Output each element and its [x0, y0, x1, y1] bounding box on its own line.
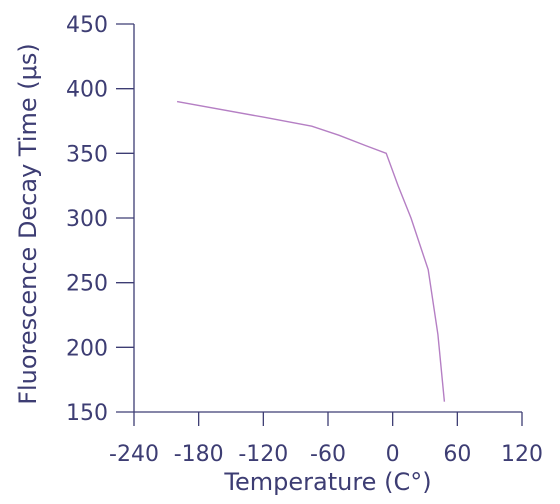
x-tick-label: -180 [174, 442, 224, 467]
x-tick-label: -60 [310, 442, 346, 467]
y-tick-label: 150 [66, 401, 108, 426]
x-tick-label: -120 [238, 442, 288, 467]
y-axis: 150 200 250 300 350 400 450 [66, 13, 135, 426]
plot-series [176, 100, 446, 402]
y-tick-label: 350 [66, 142, 108, 167]
y-tick-label: 400 [66, 78, 108, 103]
y-tick-label: 200 [66, 336, 108, 361]
x-tick-label: 60 [443, 442, 471, 467]
x-tick-label: 120 [501, 442, 543, 467]
y-tick-label: 250 [66, 272, 108, 297]
y-tick-label: 450 [66, 13, 108, 38]
x-axis: -240 -180 -120 -60 0 60 120 [109, 411, 543, 467]
series-line-0 [176, 100, 446, 402]
x-tick-label: -240 [109, 442, 159, 467]
y-tick-label: 300 [66, 207, 108, 232]
y-axis-label: Fluorescence Decay Time (μs) [14, 43, 42, 405]
x-tick-label: 0 [386, 442, 400, 467]
x-axis-label: Temperature (C°) [223, 468, 431, 496]
